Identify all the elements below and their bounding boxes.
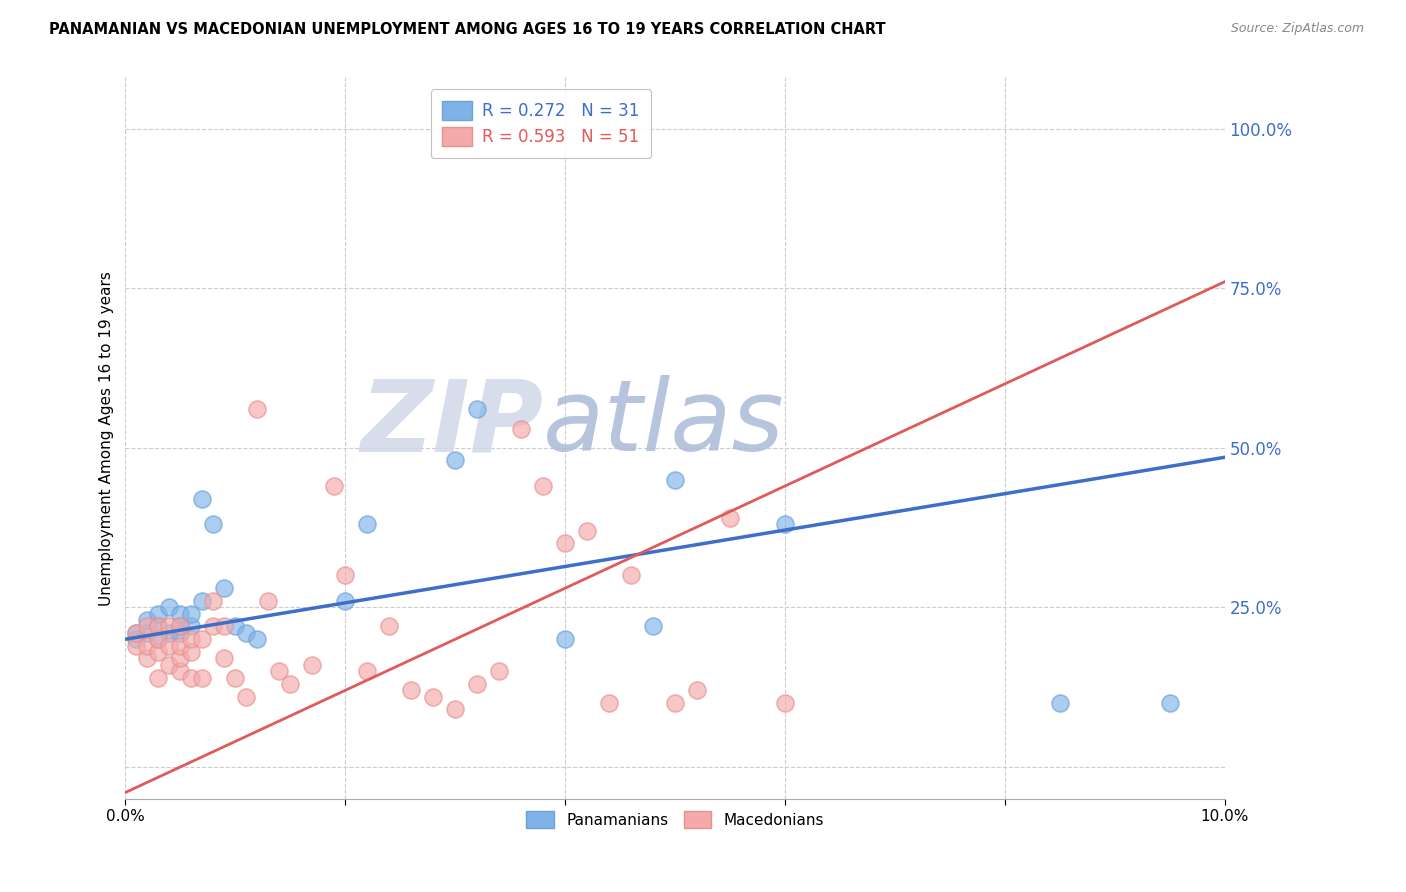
Point bbox=[180, 619, 202, 633]
Point bbox=[335, 568, 357, 582]
Text: atlas: atlas bbox=[543, 376, 785, 472]
Point bbox=[180, 632, 202, 647]
Point bbox=[620, 568, 643, 582]
Point bbox=[554, 536, 576, 550]
Point bbox=[148, 645, 170, 659]
Point bbox=[422, 690, 444, 704]
Point bbox=[773, 696, 796, 710]
Point bbox=[148, 632, 170, 647]
Point bbox=[180, 671, 202, 685]
Point bbox=[148, 671, 170, 685]
Point bbox=[356, 664, 378, 678]
Point bbox=[169, 619, 191, 633]
Point bbox=[159, 657, 181, 672]
Point bbox=[356, 517, 378, 532]
Point bbox=[269, 664, 291, 678]
Point bbox=[598, 696, 620, 710]
Y-axis label: Unemployment Among Ages 16 to 19 years: Unemployment Among Ages 16 to 19 years bbox=[100, 270, 114, 606]
Point bbox=[301, 657, 323, 672]
Point bbox=[246, 402, 269, 417]
Point bbox=[169, 625, 191, 640]
Point bbox=[169, 664, 191, 678]
Point bbox=[773, 517, 796, 532]
Legend: Panamanians, Macedonians: Panamanians, Macedonians bbox=[520, 805, 830, 835]
Point bbox=[125, 625, 148, 640]
Point bbox=[664, 696, 686, 710]
Point bbox=[191, 632, 214, 647]
Point bbox=[1159, 696, 1181, 710]
Point bbox=[214, 651, 236, 665]
Point bbox=[180, 607, 202, 621]
Point bbox=[169, 619, 191, 633]
Point bbox=[686, 683, 709, 698]
Point bbox=[125, 632, 148, 647]
Point bbox=[664, 473, 686, 487]
Point bbox=[191, 594, 214, 608]
Point bbox=[202, 619, 225, 633]
Point bbox=[125, 625, 148, 640]
Point bbox=[488, 664, 510, 678]
Point bbox=[510, 421, 533, 435]
Point bbox=[169, 651, 191, 665]
Point bbox=[148, 607, 170, 621]
Point bbox=[136, 613, 159, 627]
Point bbox=[159, 639, 181, 653]
Point bbox=[257, 594, 280, 608]
Point bbox=[125, 639, 148, 653]
Point bbox=[465, 402, 488, 417]
Point bbox=[169, 639, 191, 653]
Point bbox=[202, 517, 225, 532]
Point bbox=[246, 632, 269, 647]
Point bbox=[180, 645, 202, 659]
Point bbox=[148, 632, 170, 647]
Point bbox=[169, 607, 191, 621]
Point bbox=[224, 619, 246, 633]
Point bbox=[159, 600, 181, 615]
Point bbox=[531, 479, 554, 493]
Point bbox=[136, 639, 159, 653]
Point bbox=[444, 702, 467, 716]
Point bbox=[378, 619, 401, 633]
Text: PANAMANIAN VS MACEDONIAN UNEMPLOYMENT AMONG AGES 16 TO 19 YEARS CORRELATION CHAR: PANAMANIAN VS MACEDONIAN UNEMPLOYMENT AM… bbox=[49, 22, 886, 37]
Text: ZIP: ZIP bbox=[360, 376, 543, 472]
Point bbox=[191, 491, 214, 506]
Point bbox=[148, 619, 170, 633]
Point bbox=[235, 625, 257, 640]
Point bbox=[323, 479, 346, 493]
Point bbox=[159, 619, 181, 633]
Point bbox=[718, 511, 741, 525]
Text: Source: ZipAtlas.com: Source: ZipAtlas.com bbox=[1230, 22, 1364, 36]
Point bbox=[202, 594, 225, 608]
Point bbox=[280, 677, 302, 691]
Point bbox=[214, 581, 236, 595]
Point bbox=[465, 677, 488, 691]
Point bbox=[136, 619, 159, 633]
Point bbox=[136, 625, 159, 640]
Point bbox=[1049, 696, 1071, 710]
Point bbox=[214, 619, 236, 633]
Point bbox=[148, 619, 170, 633]
Point bbox=[235, 690, 257, 704]
Point bbox=[191, 671, 214, 685]
Point bbox=[444, 453, 467, 467]
Point bbox=[576, 524, 599, 538]
Point bbox=[554, 632, 576, 647]
Point bbox=[335, 594, 357, 608]
Point bbox=[159, 625, 181, 640]
Point bbox=[136, 651, 159, 665]
Point bbox=[401, 683, 423, 698]
Point bbox=[643, 619, 665, 633]
Point bbox=[224, 671, 246, 685]
